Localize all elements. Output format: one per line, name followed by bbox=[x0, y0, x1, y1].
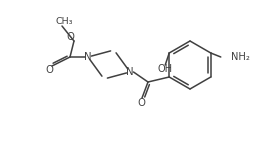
Text: N: N bbox=[84, 52, 92, 62]
Text: O: O bbox=[45, 65, 53, 75]
Text: O: O bbox=[66, 32, 74, 42]
Text: OH: OH bbox=[158, 64, 173, 74]
Text: CH₃: CH₃ bbox=[55, 17, 73, 25]
Text: O: O bbox=[137, 98, 145, 108]
Text: N: N bbox=[126, 67, 134, 77]
Text: NH₂: NH₂ bbox=[231, 52, 250, 62]
